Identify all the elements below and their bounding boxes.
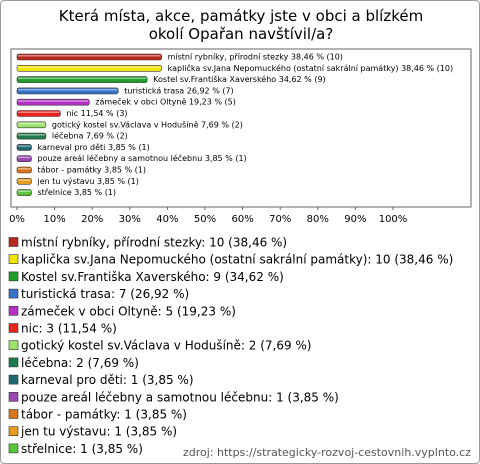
bar-shine bbox=[18, 168, 31, 170]
bar-shine bbox=[18, 179, 31, 181]
legend-label: pouze areál léčebny a samotnou léčebnu: … bbox=[21, 390, 339, 404]
bar-label: střelnice 3,85 % (1) bbox=[37, 188, 116, 197]
bar bbox=[16, 155, 32, 162]
bar-shine bbox=[18, 190, 31, 193]
bar-shine bbox=[18, 145, 31, 147]
bar-label: Kostel sv.Františka Xaverského 34,62 % (… bbox=[153, 74, 326, 84]
bar bbox=[16, 110, 61, 117]
x-tick-label: 0% bbox=[9, 214, 25, 225]
bar-shine bbox=[18, 66, 161, 68]
bar-label: tábor - památky 3,85 % (1) bbox=[37, 166, 146, 175]
bar-label: místní rybníky, přírodní stezky 38,46 % … bbox=[168, 53, 343, 62]
legend-label: Kostel sv.Františka Xaverského: 9 (34,62… bbox=[21, 270, 284, 284]
x-tick-label: 80% bbox=[307, 214, 329, 225]
legend-label: místní rybníky, přírodní stezky: 10 (38,… bbox=[21, 236, 287, 250]
bar-shine bbox=[18, 156, 31, 159]
bar-label: turistická trasa 26,92 % (7) bbox=[124, 86, 233, 95]
legend-label: jen tu výstavu: 1 (3,85 %) bbox=[20, 425, 177, 439]
bar-shine bbox=[18, 88, 118, 91]
legend-swatch bbox=[8, 305, 19, 316]
x-tick-label: 60% bbox=[231, 214, 253, 225]
bar-shine bbox=[18, 77, 147, 80]
legend-swatch bbox=[8, 323, 19, 333]
legend-swatch bbox=[8, 357, 19, 368]
legend-label: tábor - památky: 1 (3,85 %) bbox=[21, 408, 187, 422]
bar-label: karneval pro děti 3,85 % (1) bbox=[37, 143, 149, 152]
x-tick-label: 50% bbox=[194, 214, 216, 225]
bar bbox=[16, 178, 32, 185]
legend-label: karneval pro děti: 1 (3,85 %) bbox=[21, 373, 194, 387]
x-tick-label: 10% bbox=[43, 214, 65, 225]
bar bbox=[16, 87, 119, 95]
legend-swatch bbox=[8, 391, 19, 402]
bar-label: pouze areál léčebny a samotnou léčebnu 3… bbox=[37, 153, 246, 163]
bar bbox=[16, 53, 162, 61]
bar bbox=[16, 121, 47, 129]
bar-label: gotický kostel sv.Václava v Hodušíně 7,6… bbox=[52, 119, 243, 129]
x-tick-label: 100% bbox=[379, 214, 408, 225]
bar bbox=[16, 98, 90, 106]
legend-swatch bbox=[8, 271, 19, 282]
bar-shine bbox=[18, 122, 45, 125]
bar-label: nic 11,54 % (3) bbox=[66, 109, 127, 118]
x-tick-label: 90% bbox=[344, 214, 366, 225]
legend-swatch bbox=[8, 254, 19, 264]
bar-shine bbox=[18, 134, 45, 136]
legend-label: nic: 3 (11,54 %) bbox=[21, 322, 117, 336]
legend-label: gotický kostel sv.Václava v Hodušíně: 2 … bbox=[21, 339, 312, 353]
legend-swatch bbox=[8, 340, 19, 351]
bar bbox=[16, 65, 162, 72]
legend-swatch bbox=[8, 409, 19, 419]
bar-label: kaplička sv.Jana Nepomuckého (ostatní sa… bbox=[168, 63, 454, 73]
legend-label: kaplička sv.Jana Nepomuckého (ostatní sa… bbox=[21, 253, 453, 267]
bar bbox=[16, 166, 32, 174]
x-tick-label: 20% bbox=[81, 214, 103, 225]
legend-swatch bbox=[8, 426, 19, 437]
legend-swatch bbox=[8, 374, 19, 385]
bar-label: léčebna 7,69 % (2) bbox=[52, 131, 128, 141]
legend-label: turistická trasa: 7 (26,92 %) bbox=[21, 287, 189, 301]
bar bbox=[16, 132, 47, 140]
bar bbox=[16, 76, 148, 83]
legend-swatch bbox=[8, 288, 19, 299]
plot-frame bbox=[10, 48, 472, 208]
bar-shine bbox=[18, 100, 89, 102]
legend-swatch bbox=[8, 237, 19, 247]
bar bbox=[16, 189, 32, 196]
x-tick-label: 70% bbox=[269, 214, 291, 225]
x-tick-label: 40% bbox=[156, 214, 178, 225]
bar-shine bbox=[18, 55, 161, 57]
legend-swatch bbox=[8, 443, 19, 454]
legend-label: střelnice: 1 (3,85 %) bbox=[21, 442, 143, 456]
x-tick-label: 30% bbox=[119, 214, 141, 225]
legend-label: zámeček v obci Oltyně: 5 (19,23 %) bbox=[21, 304, 236, 318]
source: zdroj: https://strategicky-rozvoj-cestov… bbox=[183, 446, 471, 459]
bar-label: zámeček v obci Oltyně 19,23 % (5) bbox=[95, 97, 236, 107]
bar-shine bbox=[18, 111, 60, 113]
bar-label: jen tu výstavu 3,85 % (1) bbox=[36, 177, 138, 186]
chart-title: Která místa, akce, památky jste v obci a… bbox=[58, 7, 424, 43]
legend-label: léčebna: 2 (7,69 %) bbox=[21, 356, 139, 370]
bar bbox=[16, 144, 32, 151]
